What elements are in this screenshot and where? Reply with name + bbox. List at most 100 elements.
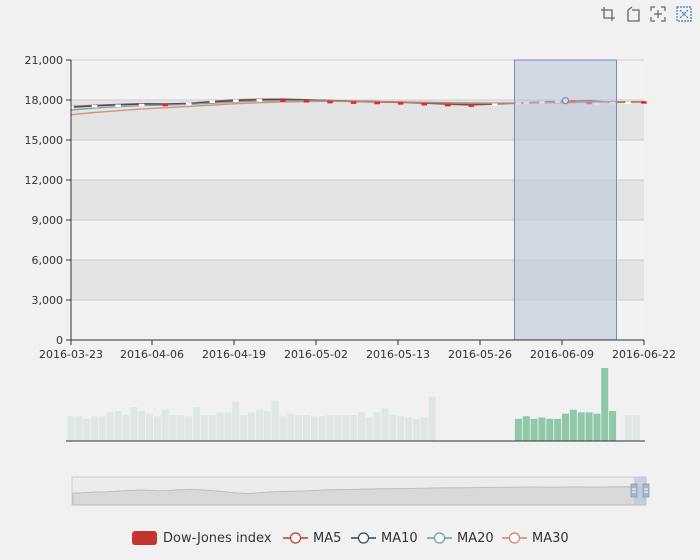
volume-bar bbox=[365, 417, 373, 441]
candle bbox=[492, 103, 498, 106]
volume-bar-selected bbox=[522, 416, 530, 441]
volume-bar bbox=[334, 414, 342, 441]
candle bbox=[421, 102, 427, 106]
brush-clear-icon[interactable] bbox=[676, 6, 692, 22]
volume-bar bbox=[624, 414, 632, 441]
volume-bar-selected bbox=[593, 413, 601, 441]
volume-bar bbox=[420, 417, 428, 441]
candle bbox=[468, 104, 475, 107]
volume-bar bbox=[153, 416, 161, 441]
candle bbox=[327, 100, 333, 104]
y-tick-label: 9,000 bbox=[32, 214, 64, 227]
candle bbox=[625, 101, 632, 104]
volume-bar bbox=[405, 417, 413, 441]
volume-bar bbox=[169, 414, 177, 441]
volume-bar bbox=[255, 409, 263, 441]
volume-bar bbox=[310, 416, 318, 441]
volume-bar-selected bbox=[585, 412, 593, 441]
volume-bar bbox=[318, 416, 326, 441]
x-tick-label: 2016-06-22 bbox=[612, 348, 676, 361]
main-plot: 0 3,000 6,000 9,000 12,000 15,000 18,000 21,000… bbox=[25, 54, 676, 361]
volume-bars bbox=[67, 368, 640, 441]
volume-bar bbox=[122, 414, 130, 441]
candle bbox=[397, 102, 404, 105]
volume-bar-selected bbox=[609, 411, 617, 441]
legend-item-ma30[interactable]: MA30 bbox=[502, 531, 569, 546]
volume-bar bbox=[357, 412, 365, 441]
legend-item-ma10[interactable]: MA10 bbox=[351, 531, 418, 546]
legend-label: Dow-Jones index bbox=[163, 531, 272, 546]
volume-bar bbox=[145, 413, 153, 441]
brush-selection-rect[interactable] bbox=[513, 59, 618, 341]
candle bbox=[445, 103, 451, 107]
legend-swatch-marker bbox=[289, 532, 302, 544]
brush-rect-icon[interactable] bbox=[601, 7, 615, 21]
volume-bar bbox=[302, 414, 310, 441]
slider-handle-right[interactable] bbox=[642, 483, 650, 498]
volume-bar bbox=[248, 412, 256, 441]
volume-bar bbox=[373, 412, 381, 441]
y-tick-label: 0 bbox=[56, 334, 63, 347]
volume-bar-selected bbox=[562, 413, 570, 441]
y-tick-label: 21,000 bbox=[25, 54, 64, 67]
slider-overview-area bbox=[72, 486, 646, 506]
candle bbox=[256, 99, 263, 102]
y-tick-label: 12,000 bbox=[25, 174, 64, 187]
volume-bar bbox=[130, 407, 138, 441]
volume-bar bbox=[232, 401, 240, 441]
volume-bar bbox=[177, 414, 185, 441]
candle bbox=[162, 103, 168, 107]
slider-handle-left[interactable] bbox=[630, 483, 638, 498]
legend-label: MA20 bbox=[457, 531, 494, 546]
volume-bar bbox=[185, 416, 193, 441]
x-tick-label: 2016-06-09 bbox=[530, 348, 594, 361]
legend-item-ma20[interactable]: MA20 bbox=[427, 531, 494, 546]
volume-bar-selected bbox=[546, 418, 554, 441]
volume-bar bbox=[389, 414, 397, 441]
volume-bar bbox=[106, 412, 114, 441]
volume-bar bbox=[350, 414, 358, 441]
legend-label: MA5 bbox=[313, 531, 341, 546]
brush-polygon-icon[interactable] bbox=[627, 6, 640, 22]
volume-bar bbox=[287, 413, 295, 441]
brush-keep-icon[interactable] bbox=[650, 6, 666, 22]
candle bbox=[185, 102, 192, 106]
volume-bar bbox=[83, 418, 91, 441]
axes bbox=[66, 59, 645, 345]
volume-bar bbox=[161, 409, 169, 441]
volume-bar bbox=[342, 414, 350, 441]
y-tick-label: 6,000 bbox=[32, 254, 64, 267]
volume-bar-selected bbox=[554, 418, 562, 441]
x-tick-label: 2016-04-19 bbox=[202, 348, 266, 361]
legend-item-dow-jones[interactable]: Dow-Jones index bbox=[132, 531, 272, 546]
volume-bar bbox=[279, 416, 287, 441]
y-tick-label: 18,000 bbox=[25, 94, 64, 107]
legend-item-ma5[interactable]: MA5 bbox=[283, 531, 341, 546]
candle bbox=[641, 101, 647, 104]
y-tick-label: 15,000 bbox=[25, 134, 64, 147]
volume-bar bbox=[397, 416, 405, 441]
legend-swatch-candle bbox=[132, 531, 157, 545]
volume-bar bbox=[326, 414, 334, 441]
volume-bar bbox=[193, 407, 201, 441]
candle bbox=[209, 100, 216, 103]
legend-label: MA10 bbox=[381, 531, 418, 546]
volume-bar-selected bbox=[530, 418, 538, 441]
volume-bar bbox=[263, 411, 271, 441]
volume-bar bbox=[295, 414, 303, 441]
volume-bar bbox=[240, 414, 248, 441]
candle bbox=[115, 104, 121, 107]
volume-bar-selected bbox=[569, 409, 577, 441]
candle bbox=[303, 100, 310, 103]
y-tick-label: 3,000 bbox=[32, 294, 64, 307]
volume-bar bbox=[381, 408, 389, 441]
legend-swatch-marker bbox=[508, 532, 521, 544]
candle bbox=[91, 105, 98, 108]
candle bbox=[233, 99, 239, 102]
data-zoom-slider[interactable] bbox=[71, 476, 650, 506]
volume-bar bbox=[428, 396, 436, 441]
volume-bar bbox=[208, 414, 216, 441]
volume-bar bbox=[412, 418, 420, 441]
x-tick-label: 2016-03-23 bbox=[39, 348, 103, 361]
